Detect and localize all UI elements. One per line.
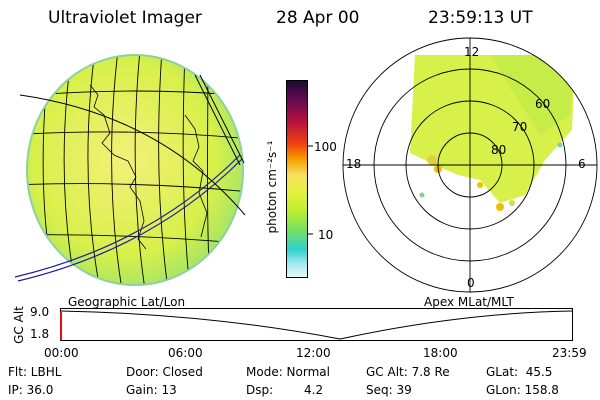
left-panel-label: Geographic Lat/Lon [68,295,186,309]
time-label: 23:59:13 UT [428,8,533,28]
polar-hour-0: 0 [467,276,475,290]
status-door: Door: Closed [126,365,203,379]
magnetic-polar-view [342,37,598,293]
altitude-ylabel: GC Alt [12,306,26,344]
instrument-title: Ultraviolet Imager [48,8,202,28]
right-panel-label: Apex MLat/MLT [424,295,514,309]
altitude-xtick-0600: 06:00 [168,346,203,360]
colorbar-unit-label: photon cm⁻²s⁻¹ [265,140,279,234]
status-gc-alt: GC Alt: 7.8 Re [366,365,450,379]
status-dsp-label: Dsp: [246,383,274,397]
colorbar-tick-10: 10 [318,228,334,242]
colorbar-ticks [307,145,313,235]
status-seq: Seq: 39 [366,383,412,397]
status-glat: GLat: 45.5 [486,365,553,379]
altitude-xtick-2359: 23:59 [552,346,587,360]
polar-hour-6: 6 [578,157,586,171]
date-label: 28 Apr 00 [276,8,360,28]
polar-lat-80: 80 [491,143,507,157]
status-ip: IP: 36.0 [8,383,54,397]
geographic-globe-view [14,54,246,286]
polar-lat-70: 70 [512,120,528,134]
colorbar-tick-100: 100 [314,140,337,154]
altitude-ytick-9: 9.0 [30,305,50,319]
altitude-xtick-1800: 18:00 [423,346,458,360]
status-glon: GLon: 158.8 [486,383,559,397]
altitude-ytick-1-8: 1.8 [30,327,50,341]
polar-hour-12: 12 [464,45,480,59]
altitude-xtick-1200: 12:00 [296,346,331,360]
altitude-plot [60,308,573,341]
status-dsp-value: 4.2 [304,383,324,397]
altitude-xtick-0000: 00:00 [44,346,79,360]
status-gain: Gain: 13 [126,383,177,397]
colorbar [286,80,308,278]
polar-hour-18: 18 [346,157,362,171]
status-mode: Mode: Normal [246,365,330,379]
polar-lat-60: 60 [535,97,551,111]
status-filter: Flt: LBHL [8,365,62,379]
